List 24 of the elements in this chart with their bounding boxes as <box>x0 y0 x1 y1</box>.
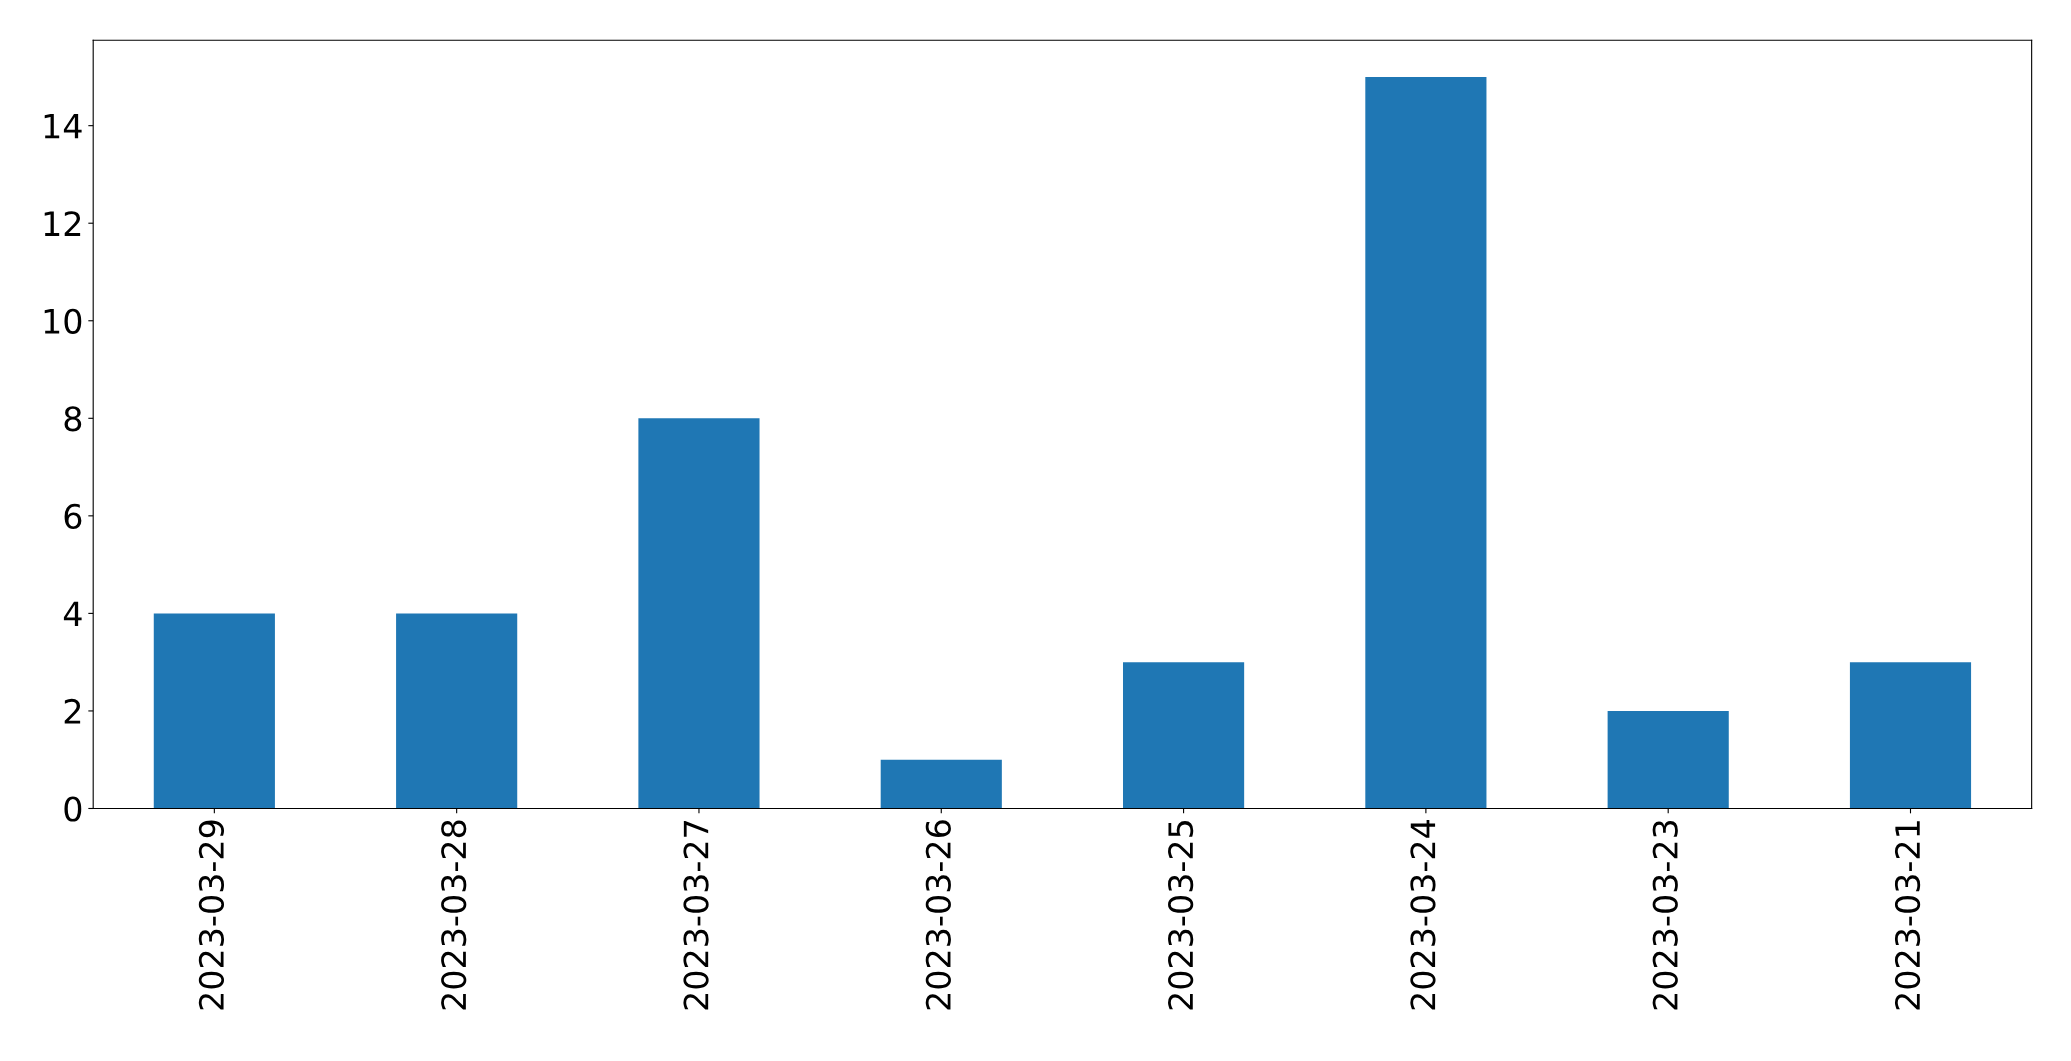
bar <box>638 418 760 809</box>
bar <box>1123 662 1245 809</box>
x-tick-label: 2023-03-29 <box>198 820 225 1010</box>
y-tick-label: 2 <box>64 698 81 724</box>
y-tick-label: 0 <box>64 796 82 822</box>
y-tick-label: 8 <box>64 406 82 432</box>
y-tick-label: 6 <box>64 503 82 529</box>
y-tick-label: 14 <box>44 114 82 139</box>
bar <box>1365 76 1487 809</box>
y-tick-label: 10 <box>44 308 82 334</box>
x-tick-label: 2023-03-23 <box>1652 820 1678 1010</box>
bar <box>1849 662 1972 809</box>
x-tick-label: 2023-03-24 <box>1410 820 1436 1010</box>
bar <box>1607 710 1729 809</box>
bar <box>880 759 1002 809</box>
y-tick-label: 12 <box>44 211 81 236</box>
bar <box>153 613 275 809</box>
x-tick-label: 2023-03-27 <box>683 821 709 1010</box>
x-tick-label: 2023-03-28 <box>441 820 467 1010</box>
x-tick-label: 2023-03-25 <box>1168 821 1194 1010</box>
y-tick-label: 4 <box>63 601 82 627</box>
x-tick-label: 2023-03-21 <box>1894 821 1921 1010</box>
bar <box>396 613 518 809</box>
x-tick-label: 2023-03-26 <box>925 820 951 1010</box>
